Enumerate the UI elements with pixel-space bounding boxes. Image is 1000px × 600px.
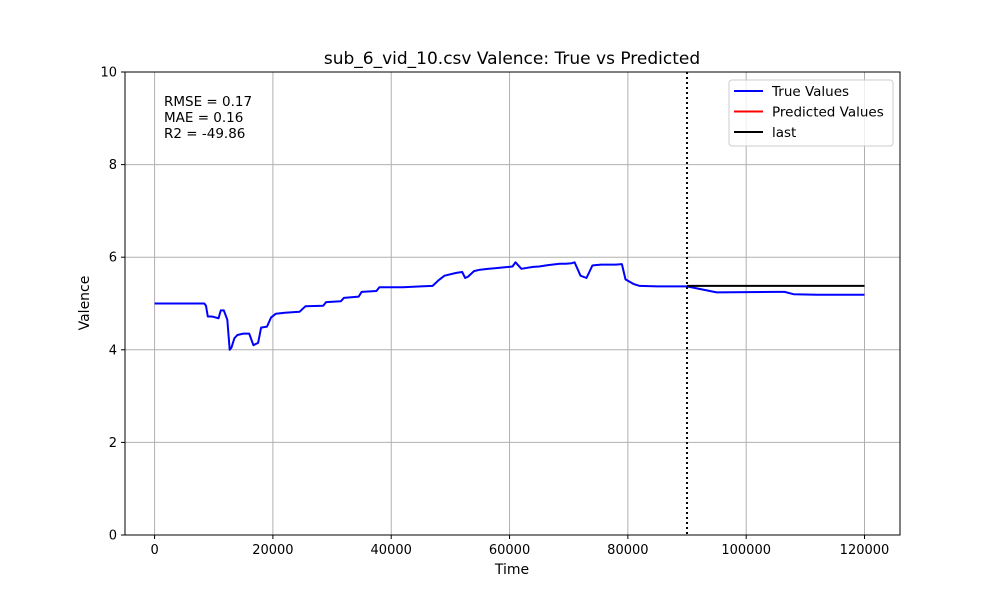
x-tick-label: 40000 [371,543,412,558]
x-tick-label: 0 [150,543,158,558]
axis-ticks: 0 20000 40000 60000 80000 100000 120000 0 2 4 6 8 10 [100,66,889,559]
y-tick-label: 6 [109,251,117,266]
plot-series [154,72,865,535]
y-tick-label: 4 [109,343,117,358]
x-axis-title: Time [494,562,529,578]
legend-box [728,79,894,147]
x-tick-label: 80000 [607,543,648,558]
x-tick-label: 120000 [840,543,890,558]
x-tick-label: 100000 [721,543,771,558]
x-tick-label: 60000 [489,543,530,558]
y-axis-title: Valence [77,276,93,331]
plot-frame [124,71,901,536]
y-tick-label: 2 [109,436,117,451]
stat-line: MAE = 0.16 [164,110,243,126]
y-tick-label: 0 [109,529,117,544]
legend: True Values Predicted Values last [728,79,894,147]
legend-label: Predicted Values [772,105,884,121]
x-tick-label: 20000 [252,543,293,558]
y-tick-label: 10 [100,66,117,81]
stat-line: RMSE = 0.17 [164,94,252,110]
stat-line: R2 = -49.86 [164,126,245,142]
chart-title: sub_6_vid_10.csv Valence: True vs Predic… [324,49,700,69]
legend-label: last [772,125,796,141]
legend-label: True Values [771,84,849,100]
series-line-true-values [154,261,865,351]
y-tick-label: 8 [109,158,117,173]
